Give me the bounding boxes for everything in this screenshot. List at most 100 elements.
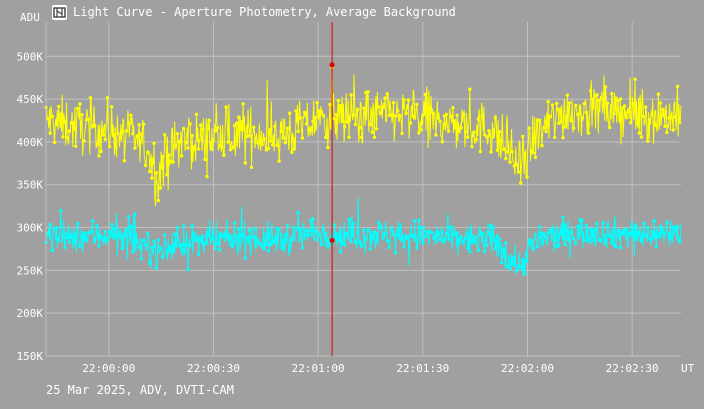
data-point bbox=[173, 232, 177, 236]
data-point bbox=[665, 130, 669, 135]
data-point bbox=[567, 101, 572, 105]
data-point bbox=[59, 112, 63, 116]
data-point bbox=[557, 244, 561, 248]
data-point bbox=[258, 242, 262, 246]
data-point bbox=[186, 267, 190, 272]
data-point bbox=[400, 131, 404, 136]
data-point bbox=[230, 245, 235, 249]
data-point bbox=[449, 225, 453, 229]
data-point bbox=[105, 96, 110, 100]
data-point bbox=[421, 113, 425, 117]
data-point bbox=[336, 238, 341, 242]
data-point bbox=[292, 147, 296, 151]
data-point bbox=[362, 106, 366, 110]
data-point bbox=[584, 110, 589, 115]
data-point bbox=[571, 236, 576, 241]
data-point bbox=[313, 229, 317, 233]
data-point bbox=[78, 244, 82, 248]
data-point bbox=[317, 232, 322, 237]
data-point bbox=[182, 224, 186, 228]
data-point bbox=[46, 117, 50, 121]
data-point bbox=[205, 174, 209, 179]
data-point bbox=[508, 160, 512, 164]
data-point bbox=[531, 151, 536, 155]
data-point bbox=[262, 247, 266, 251]
data-point bbox=[90, 219, 95, 223]
film-camera-icon[interactable] bbox=[52, 4, 67, 20]
data-point bbox=[451, 106, 455, 110]
data-point bbox=[124, 129, 129, 133]
data-point bbox=[135, 134, 139, 138]
data-point bbox=[586, 239, 591, 243]
data-point bbox=[563, 125, 567, 129]
series-line-0 bbox=[45, 67, 682, 207]
data-point bbox=[656, 235, 661, 239]
data-point bbox=[88, 96, 93, 100]
data-point bbox=[381, 236, 385, 240]
data-point bbox=[332, 117, 336, 121]
data-point bbox=[641, 114, 646, 119]
data-point bbox=[419, 225, 423, 230]
data-point bbox=[658, 101, 663, 105]
data-point bbox=[385, 239, 389, 243]
data-point bbox=[523, 272, 527, 276]
data-point bbox=[353, 122, 358, 127]
data-point bbox=[218, 248, 222, 252]
data-point bbox=[601, 104, 605, 109]
data-point bbox=[105, 238, 110, 242]
data-point bbox=[256, 141, 260, 145]
data-point bbox=[309, 127, 313, 131]
data-point bbox=[143, 243, 148, 247]
data-point bbox=[648, 237, 652, 241]
data-point bbox=[101, 238, 105, 242]
data-point bbox=[326, 237, 330, 241]
data-point bbox=[468, 87, 472, 91]
data-point bbox=[381, 105, 385, 110]
data-point bbox=[281, 246, 285, 251]
data-point bbox=[133, 146, 137, 150]
data-point bbox=[334, 232, 338, 236]
data-point bbox=[389, 227, 394, 231]
data-point bbox=[300, 136, 305, 140]
data-point bbox=[296, 129, 300, 133]
data-point bbox=[404, 111, 408, 115]
data-point bbox=[644, 234, 648, 238]
cursor-layer[interactable] bbox=[329, 22, 335, 356]
data-point bbox=[80, 235, 84, 239]
data-point bbox=[529, 149, 533, 153]
data-point bbox=[188, 122, 192, 126]
data-point bbox=[203, 157, 207, 162]
data-point bbox=[639, 135, 644, 139]
data-point bbox=[169, 247, 173, 251]
data-point bbox=[493, 116, 497, 120]
data-point bbox=[266, 146, 271, 151]
data-point bbox=[605, 101, 610, 105]
data-point bbox=[398, 236, 402, 240]
data-point bbox=[665, 220, 669, 225]
data-point bbox=[334, 112, 338, 117]
data-point bbox=[315, 238, 319, 242]
data-point bbox=[239, 127, 243, 132]
data-point bbox=[65, 235, 69, 240]
data-point bbox=[283, 232, 288, 237]
data-point bbox=[194, 238, 199, 242]
data-point bbox=[268, 139, 273, 143]
data-point bbox=[114, 226, 118, 230]
data-point bbox=[184, 140, 188, 145]
data-point bbox=[232, 123, 237, 128]
data-point bbox=[552, 238, 557, 242]
data-point bbox=[673, 227, 677, 232]
data-point bbox=[660, 228, 665, 233]
data-point bbox=[533, 155, 538, 160]
data-point bbox=[372, 230, 377, 234]
data-point bbox=[220, 145, 224, 149]
data-point bbox=[555, 101, 559, 106]
data-point bbox=[283, 141, 288, 145]
data-point bbox=[294, 226, 298, 230]
data-point bbox=[199, 123, 203, 127]
data-point bbox=[298, 228, 302, 232]
data-point bbox=[415, 246, 419, 250]
data-point bbox=[336, 98, 341, 103]
data-point bbox=[427, 106, 432, 110]
